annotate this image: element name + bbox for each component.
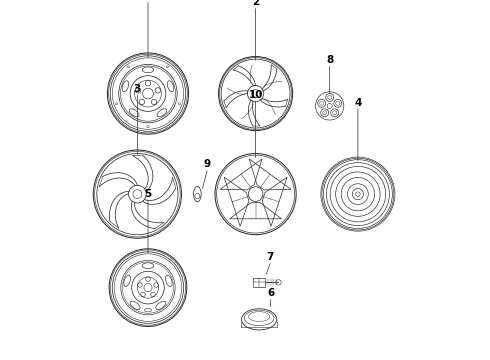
Text: 1: 1 (145, 0, 151, 1)
Text: 7: 7 (267, 252, 274, 262)
Text: 4: 4 (354, 98, 362, 108)
Text: 2: 2 (252, 0, 259, 7)
Text: 3: 3 (134, 84, 141, 94)
Text: 8: 8 (326, 55, 333, 65)
Text: 10: 10 (248, 90, 263, 100)
Text: 9: 9 (203, 159, 211, 170)
Text: 5: 5 (145, 189, 151, 199)
Text: 6: 6 (267, 288, 274, 298)
